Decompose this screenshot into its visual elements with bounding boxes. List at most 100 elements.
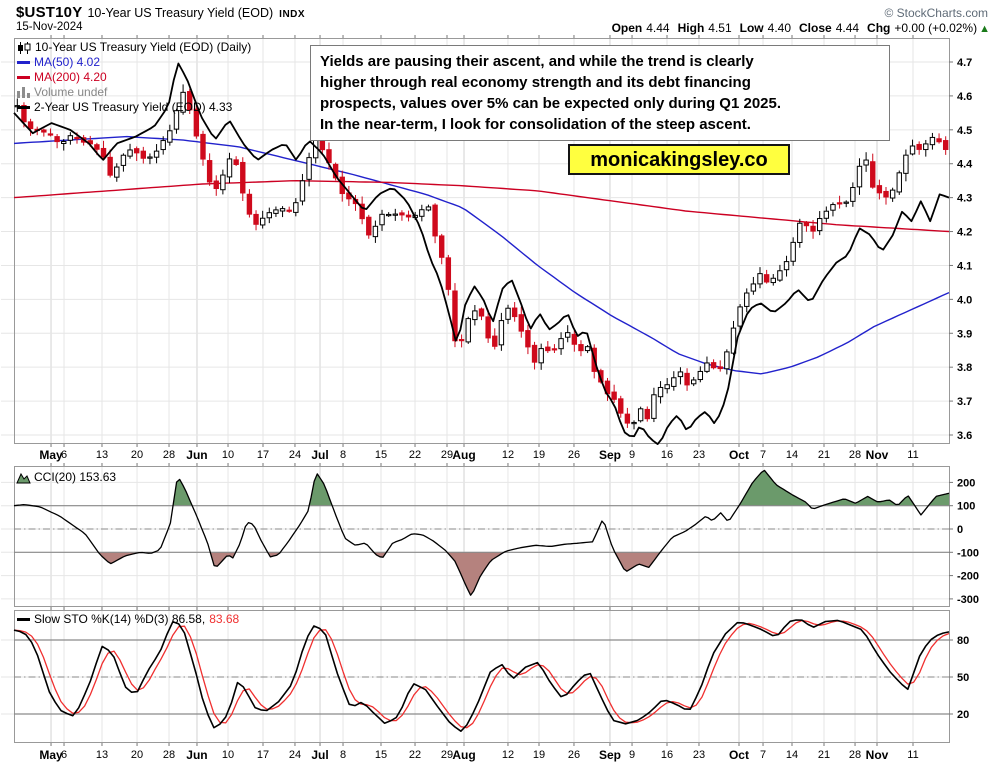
x-tick-label: Oct — [728, 448, 749, 462]
svg-text:4.0: 4.0 — [957, 294, 972, 306]
svg-text:20: 20 — [957, 709, 969, 721]
x-tick-label: Oct — [728, 748, 749, 762]
x-tick-label: 26 — [567, 449, 581, 461]
x-tick-label: 23 — [692, 749, 706, 761]
black-line-icon — [17, 106, 30, 109]
legend-cci: CCI(20) 153.63 — [16, 470, 116, 485]
x-tick-label: Sep — [598, 448, 621, 462]
svg-text:4.2: 4.2 — [957, 227, 972, 239]
open-value: 4.44 — [646, 21, 670, 35]
x-tick-label: 29 — [440, 749, 454, 761]
sto-legend: Slow STO %K(14) %D(3) 86.58, 83.68 — [17, 612, 239, 627]
ma50-line — [13, 135, 950, 375]
svg-text:4.5: 4.5 — [957, 125, 972, 137]
svg-text:3.8: 3.8 — [957, 362, 972, 374]
x-tick-label: 13 — [95, 749, 109, 761]
cci-line — [13, 469, 950, 596]
chg-label: Chg — [867, 21, 891, 35]
svg-text:4.6: 4.6 — [957, 91, 972, 103]
x-tick-label: 23 — [692, 449, 706, 461]
legend-sto: Slow STO %K(14) %D(3) 86.58, 83.68 — [17, 612, 239, 627]
x-tick-label: 9 — [628, 449, 636, 461]
x-tick-label: 10 — [221, 749, 235, 761]
x-tick-label: 26 — [567, 749, 581, 761]
tick-marks — [50, 607, 914, 746]
x-tick-label: 24 — [288, 749, 302, 761]
exchange-label: INDX — [279, 9, 306, 20]
legend-ma50: MA(50) 4.02 — [17, 55, 251, 70]
ust2y-line — [13, 62, 950, 445]
svg-text:0: 0 — [957, 524, 963, 536]
x-tick-label: Nov — [865, 448, 889, 462]
svg-text:4.1: 4.1 — [957, 260, 972, 272]
ohlc-quote-row: Open 4.44 High 4.51 Low 4.40 Close 4.44 Chg +0.00… — [612, 21, 990, 35]
svg-text:100: 100 — [957, 501, 975, 513]
symbol: $UST10Y — [16, 4, 83, 21]
panel-frame — [14, 38, 950, 444]
x-tick-label: 10 — [221, 449, 235, 461]
cci-legend: CCI(20) 153.63 — [16, 470, 116, 485]
up-triangle-icon: ▲ — [979, 23, 990, 35]
tick-marks — [50, 35, 914, 447]
x-tick-label: 17 — [256, 749, 270, 761]
legend-2y-label: 2-Year US Treasury Yield (EOD) 4.33 — [34, 100, 233, 114]
y-axis-labels: 80 50 20 — [949, 635, 969, 721]
x-tick-label: 22 — [408, 449, 422, 461]
legend-ma50-label: MA(50) 4.02 — [34, 55, 101, 69]
sto-d-line — [13, 619, 950, 729]
x-tick-label: 28 — [162, 749, 176, 761]
x-tick-label: 21 — [817, 449, 831, 461]
low-value: 4.40 — [767, 21, 791, 35]
main-chart-legend: 10-Year US Treasury Yield (EOD) (Daily) … — [17, 40, 251, 115]
x-tick-label: 28 — [848, 749, 862, 761]
svg-text:4.7: 4.7 — [957, 57, 972, 69]
x-tick-label: 12 — [501, 749, 515, 761]
x-tick-label: 19 — [532, 749, 546, 761]
legend-2y-overlay: 2-Year US Treasury Yield (EOD) 4.33 — [17, 100, 251, 115]
x-tick-label: Jun — [186, 448, 208, 462]
candlestick-icon — [18, 41, 31, 54]
legend-ma200-label: MA(200) 4.20 — [34, 70, 107, 84]
x-tick-label: 7 — [759, 449, 767, 461]
high-label: High — [677, 21, 705, 35]
x-tick-label: 22 — [408, 749, 422, 761]
x-tick-label: 17 — [256, 449, 270, 461]
x-tick-label: 14 — [785, 749, 799, 761]
x-tick-label: 12 — [501, 449, 515, 461]
x-tick-label: 6 — [60, 749, 68, 761]
cci-negative-fill — [98, 552, 661, 596]
x-tick-label: Nov — [865, 748, 889, 762]
x-tick-label: 13 — [95, 449, 109, 461]
svg-text:-100: -100 — [957, 547, 979, 559]
x-tick-label: Jul — [311, 748, 329, 762]
x-tick-label: 8 — [339, 749, 347, 761]
legend-ma200: MA(200) 4.20 — [17, 70, 251, 85]
legend-price-series: 10-Year US Treasury Yield (EOD) (Daily) — [17, 40, 251, 55]
header-line-1: $UST10Y 10-Year US Treasury Yield (EOD) IN… — [16, 4, 305, 22]
chart-date: 15-Nov-2024 — [16, 21, 83, 33]
sto-panel-svg: 80 50 20 — [1, 607, 969, 746]
open-label: Open — [611, 21, 643, 35]
legend-sto-label-red: 83.68 — [209, 612, 240, 626]
ma200-line — [13, 179, 950, 233]
svg-text:4.3: 4.3 — [957, 193, 972, 205]
close-label: Close — [799, 21, 832, 35]
x-tick-label: 28 — [848, 449, 862, 461]
price-panel-svg: 4.7 4.6 4.5 4.4 4.3 4.2 4.1 4.0 3.9 3.8 3.7 3.6 — [1, 35, 973, 447]
x-tick-label: 8 — [339, 449, 347, 461]
svg-text:3.7: 3.7 — [957, 396, 972, 408]
legend-volume: Volume undef — [17, 85, 251, 100]
x-tick-label: Jul — [311, 448, 329, 462]
x-tick-label: Aug — [452, 448, 476, 462]
x-tick-label: 29 — [440, 449, 454, 461]
x-tick-label: 21 — [817, 749, 831, 761]
x-tick-label: 20 — [130, 449, 144, 461]
x-tick-label: Sep — [598, 748, 621, 762]
svg-text:3.9: 3.9 — [957, 328, 972, 340]
sto-k-line — [13, 619, 950, 732]
x-tick-label: May — [39, 448, 63, 462]
x-tick-label: 7 — [759, 749, 767, 761]
chg-value: +0.00 (+0.02%) — [894, 21, 978, 35]
y-axis-labels: 4.7 4.6 4.5 4.4 4.3 4.2 4.1 4.0 3.9 3.8 3.7 3.6 — [949, 57, 973, 442]
panel-frame — [14, 466, 950, 607]
